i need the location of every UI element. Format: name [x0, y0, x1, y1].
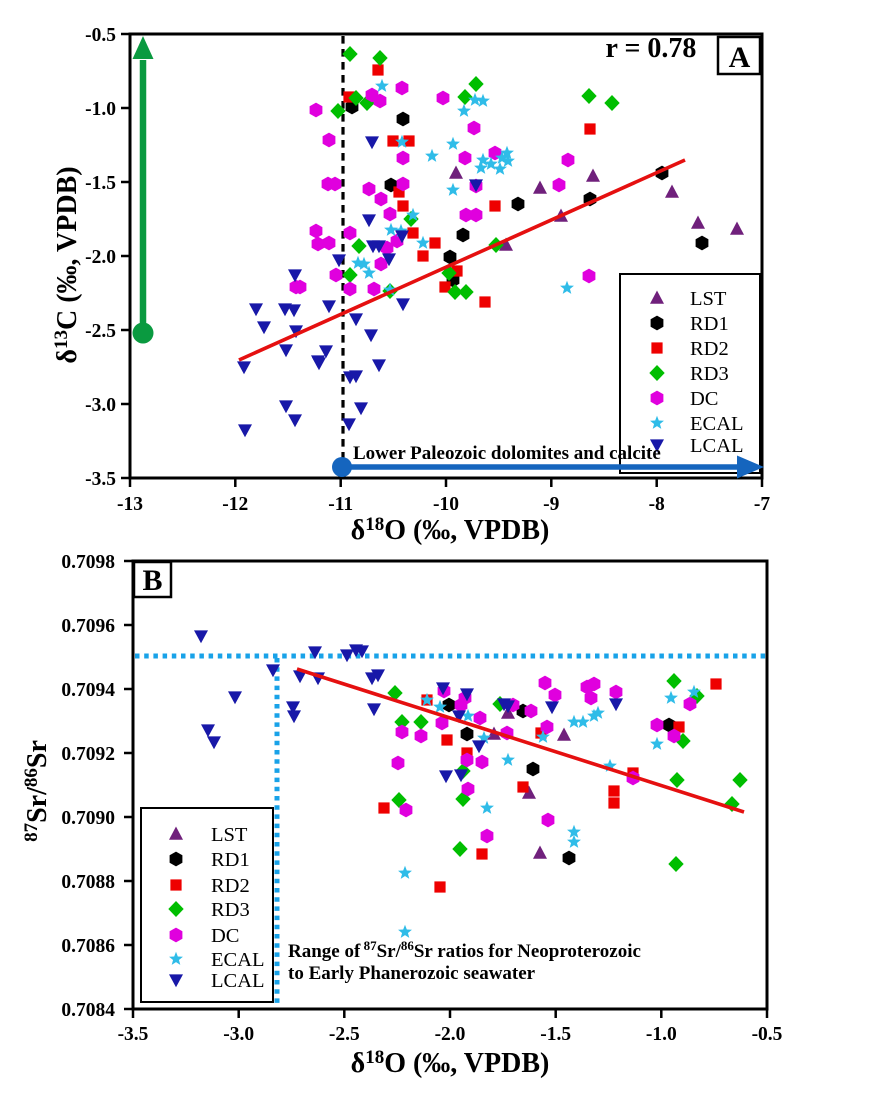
svg-text:-13: -13	[117, 494, 143, 515]
svg-text:Range of 87Sr/86Sr ratios for: Range of 87Sr/86Sr ratios for Neoprotero…	[288, 938, 641, 962]
svg-text:DC: DC	[211, 925, 239, 947]
svg-text:RD2: RD2	[690, 338, 729, 360]
svg-text:LST: LST	[690, 288, 727, 310]
svg-text:δ18O (‰, VPDB): δ18O (‰, VPDB)	[351, 1047, 550, 1079]
svg-text:A: A	[729, 41, 751, 74]
svg-text:-3.0: -3.0	[85, 395, 116, 416]
svg-text:0.7090: 0.7090	[61, 808, 115, 829]
svg-text:0.7084: 0.7084	[61, 1000, 115, 1021]
svg-text:RD3: RD3	[690, 363, 729, 385]
svg-text:-10: -10	[433, 494, 459, 515]
svg-text:DC: DC	[690, 388, 718, 410]
svg-text:-2.0: -2.0	[85, 247, 116, 268]
svg-text:-1.5: -1.5	[85, 173, 116, 194]
svg-text:0.7086: 0.7086	[61, 936, 115, 957]
svg-text:-0.5: -0.5	[752, 1024, 783, 1045]
svg-text:RD1: RD1	[690, 313, 729, 335]
svg-text:-0.5: -0.5	[85, 25, 116, 46]
svg-text:ECAL: ECAL	[211, 949, 265, 971]
svg-text:RD2: RD2	[211, 875, 250, 897]
svg-text:-2.0: -2.0	[435, 1024, 466, 1045]
svg-text:LCAL: LCAL	[690, 435, 744, 457]
svg-text:-2.5: -2.5	[85, 321, 116, 342]
svg-text:-11: -11	[328, 494, 353, 515]
svg-text:0.7094: 0.7094	[61, 680, 115, 701]
svg-text:Lower Paleozoic dolomites and: Lower Paleozoic dolomites and calcite	[353, 443, 661, 464]
svg-text:B: B	[142, 564, 162, 597]
svg-text:-7: -7	[754, 494, 770, 515]
svg-text:LCAL: LCAL	[211, 970, 265, 992]
svg-text:ECAL: ECAL	[690, 413, 744, 435]
svg-text:-2.5: -2.5	[329, 1024, 360, 1045]
svg-text:-12: -12	[222, 494, 248, 515]
svg-text:δ13C (‰, VPDB): δ13C (‰, VPDB)	[51, 166, 83, 363]
svg-text:RD3: RD3	[211, 899, 250, 921]
svg-text:r = 0.78: r = 0.78	[606, 33, 697, 64]
svg-text:-3.0: -3.0	[223, 1024, 254, 1045]
svg-text:-1.5: -1.5	[540, 1024, 571, 1045]
svg-text:-8: -8	[649, 494, 665, 515]
svg-text:0.7096: 0.7096	[61, 616, 115, 637]
svg-text:-1.0: -1.0	[646, 1024, 677, 1045]
svg-text:RD1: RD1	[211, 849, 250, 871]
svg-text:-3.5: -3.5	[85, 469, 116, 490]
svg-text:0.7092: 0.7092	[61, 744, 115, 765]
svg-text:87Sr/86Sr: 87Sr/86Sr	[21, 740, 53, 842]
svg-text:-1.0: -1.0	[85, 99, 116, 120]
svg-text:0.7098: 0.7098	[61, 552, 115, 573]
svg-text:δ18O (‰, VPDB): δ18O (‰, VPDB)	[351, 514, 550, 546]
svg-text:0.7088: 0.7088	[61, 872, 115, 893]
svg-text:-3.5: -3.5	[118, 1024, 149, 1045]
svg-text:-9: -9	[543, 494, 559, 515]
svg-text:LST: LST	[211, 824, 248, 846]
svg-text:to Early Phanerozoic seawater: to Early Phanerozoic seawater	[288, 963, 536, 984]
